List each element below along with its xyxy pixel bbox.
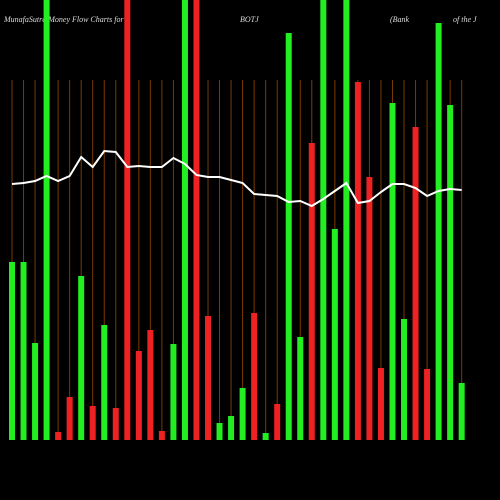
bar: [216, 423, 223, 440]
bar: [89, 406, 96, 440]
bar: [32, 343, 39, 440]
bar: [112, 408, 119, 440]
bar: [424, 369, 431, 440]
bar: [170, 344, 177, 440]
chart-title: BOTJ: [240, 15, 259, 24]
bar: [158, 431, 165, 440]
bar: [55, 432, 62, 440]
chart-title: (Bank: [390, 15, 410, 24]
bar: [78, 276, 85, 440]
bar: [124, 0, 131, 440]
chart-title: MunafaSutra Money Flow Charts for: [3, 15, 124, 24]
bar: [389, 103, 396, 440]
bar: [320, 0, 327, 440]
bar: [251, 313, 258, 440]
bar: [447, 105, 454, 440]
bar: [239, 388, 246, 440]
bar: [297, 337, 304, 440]
bar: [9, 262, 15, 440]
bar: [43, 0, 50, 440]
bar: [147, 330, 154, 440]
bar: [435, 23, 442, 440]
bar: [66, 397, 73, 440]
bar: [101, 325, 108, 440]
bar: [354, 82, 361, 440]
bar: [366, 177, 373, 440]
bar: [193, 0, 200, 440]
chart-title: of the J: [453, 15, 477, 24]
bar: [308, 143, 315, 440]
bar: [377, 368, 384, 440]
bar: [262, 433, 269, 440]
bar: [412, 127, 419, 440]
bar: [181, 0, 188, 440]
bar: [274, 404, 281, 440]
bar: [401, 319, 408, 440]
bar: [458, 383, 465, 440]
bar: [205, 316, 212, 440]
money-flow-line: [11, 149, 462, 208]
bar: [331, 229, 338, 440]
bar: [285, 33, 292, 440]
bar: [20, 262, 27, 440]
bar: [135, 351, 142, 440]
bar: [343, 0, 350, 440]
bar: [228, 416, 235, 440]
